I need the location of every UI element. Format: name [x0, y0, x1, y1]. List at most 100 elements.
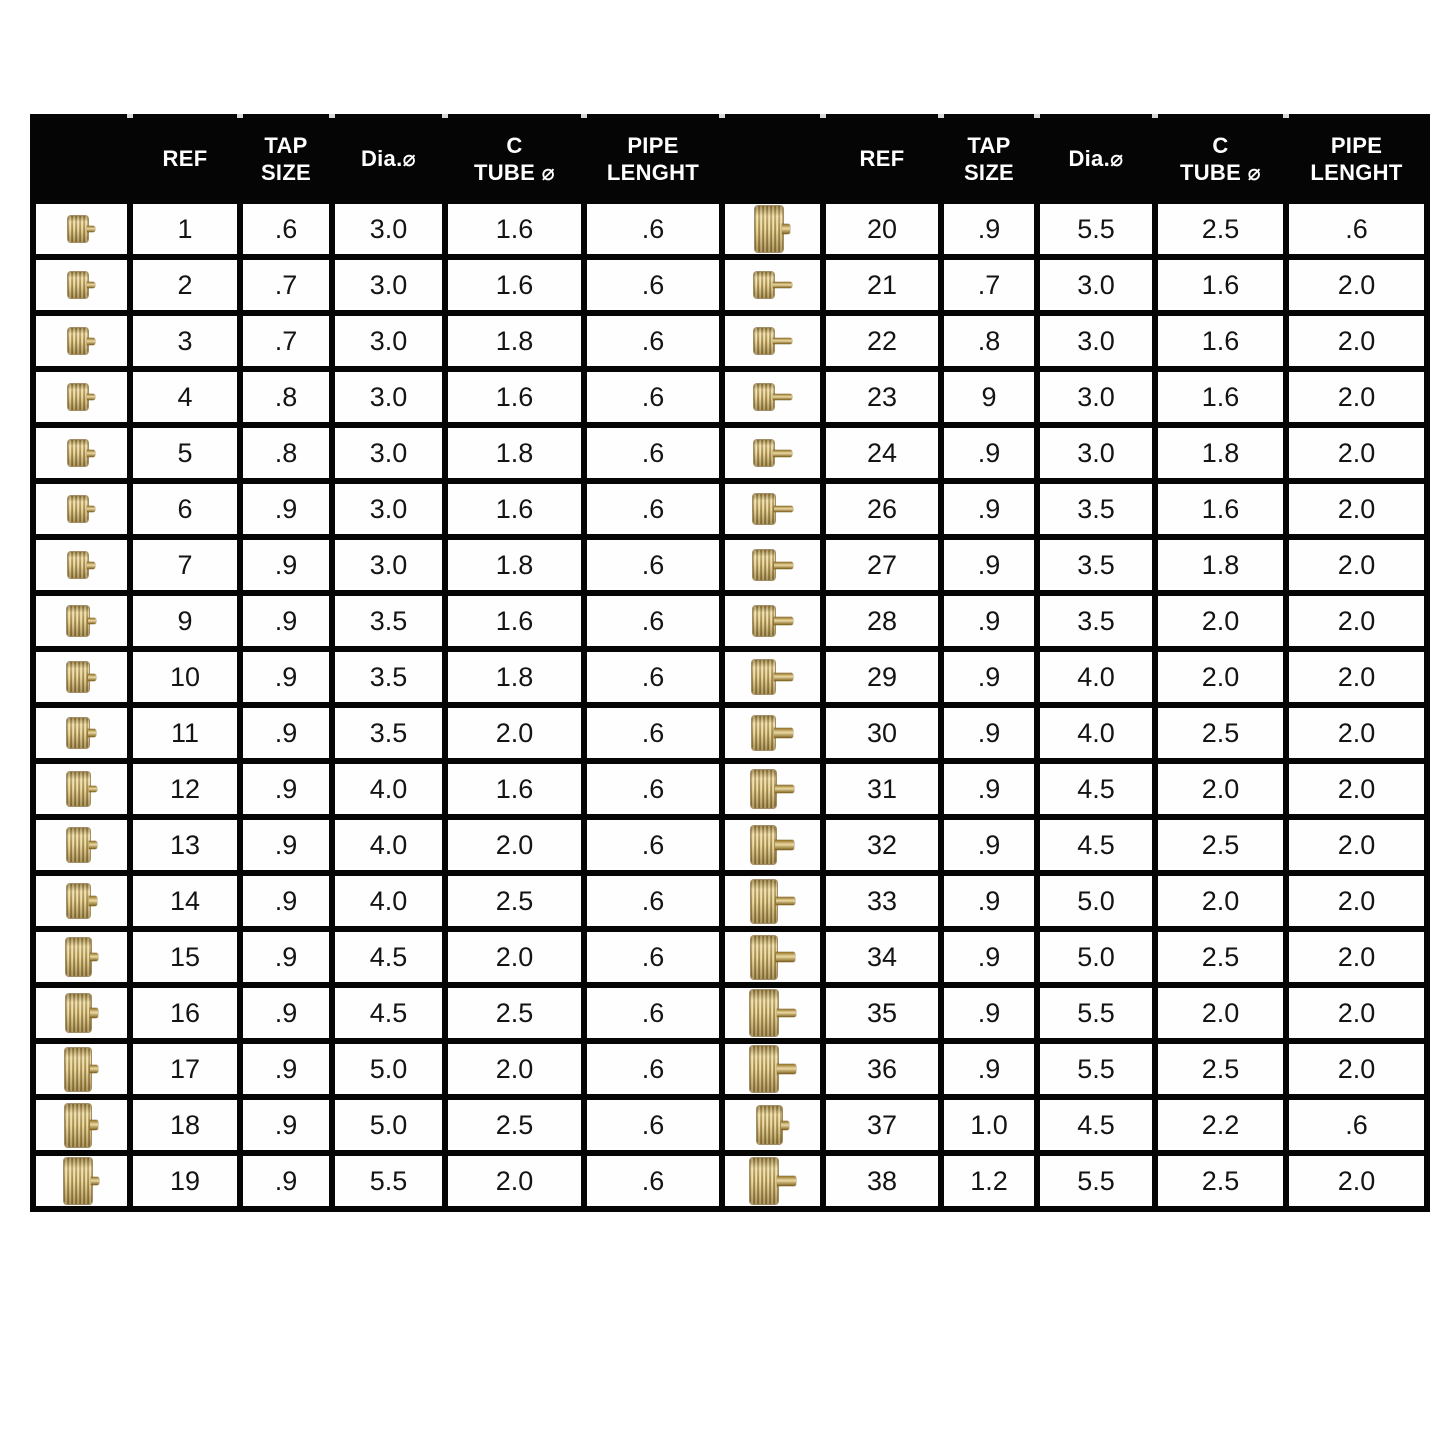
crown-body-shape	[65, 1047, 91, 1091]
watch-crown-icon	[65, 1103, 98, 1147]
cell-ref: 14	[133, 876, 237, 926]
cell-c-tube: 1.6	[448, 372, 581, 422]
divider-tick	[1152, 114, 1158, 118]
crown-body-shape	[65, 1103, 91, 1147]
cell-crown-icon	[36, 820, 127, 870]
watch-crown-icon	[66, 884, 97, 918]
cell-c-tube: 1.6	[1158, 484, 1283, 534]
cell-tap-size: .9	[243, 1156, 329, 1206]
crown-stem-shape	[772, 338, 792, 344]
divider-tick	[237, 114, 243, 118]
crown-body-shape	[749, 990, 778, 1036]
cell-ref: 3	[133, 316, 237, 366]
header-ref: REF	[826, 120, 938, 198]
cell-crown-icon	[725, 820, 820, 870]
cell-c-tube: 2.5	[1158, 1156, 1283, 1206]
cell-tap-size: .9	[944, 204, 1034, 254]
watch-crown-icon	[755, 206, 790, 252]
crown-body-shape	[68, 496, 88, 522]
header-dia: Dia.⌀	[335, 120, 442, 198]
cell-ref: 13	[133, 820, 237, 870]
watch-crown-icon	[66, 828, 97, 862]
cell-pipe-length: 2.0	[1289, 988, 1424, 1038]
cell-pipe-length: 2.0	[1289, 484, 1424, 534]
divider-tick	[127, 114, 133, 118]
cell-tap-size: .9	[243, 540, 329, 590]
cell-tap-size: .7	[243, 260, 329, 310]
watch-crown-icon	[749, 990, 796, 1036]
crown-stem-shape	[87, 561, 95, 569]
watch-crown-icon	[749, 1158, 796, 1204]
cell-pipe-length: .6	[587, 260, 719, 310]
cell-crown-icon	[36, 876, 127, 926]
crown-stem-shape	[775, 840, 794, 850]
header-dia: Dia.⌀	[1040, 120, 1152, 198]
crown-body-shape	[753, 328, 774, 354]
cell-c-tube: 2.0	[1158, 764, 1283, 814]
crown-body-shape	[749, 1046, 778, 1092]
cell-c-tube: 2.2	[1158, 1100, 1283, 1150]
cell-ref: 23	[826, 372, 938, 422]
cell-c-tube: 1.6	[448, 596, 581, 646]
cell-tap-size: .9	[243, 708, 329, 758]
watch-crown-icon	[752, 494, 793, 524]
watch-crown-icon	[753, 272, 792, 298]
cell-ref: 9	[133, 596, 237, 646]
cell-tap-size: .9	[243, 1044, 329, 1094]
crown-stem-shape	[776, 1176, 796, 1186]
cell-dia: 5.0	[1040, 876, 1152, 926]
watch-crown-icon	[65, 938, 98, 976]
cell-crown-icon	[725, 1100, 820, 1150]
cell-dia: 5.0	[1040, 932, 1152, 982]
crown-body-shape	[66, 884, 90, 918]
crown-body-shape	[752, 606, 775, 636]
cell-dia: 3.0	[335, 428, 442, 478]
cell-tap-size: .9	[944, 764, 1034, 814]
crown-body-shape	[66, 828, 90, 862]
cell-crown-icon	[725, 988, 820, 1038]
cell-c-tube: 1.6	[448, 260, 581, 310]
cell-c-tube: 2.0	[448, 708, 581, 758]
crown-body-shape	[753, 440, 774, 466]
watch-crown-icon	[752, 660, 793, 694]
cell-crown-icon	[36, 652, 127, 702]
cell-pipe-length: 2.0	[1289, 876, 1424, 926]
cell-c-tube: 2.5	[448, 988, 581, 1038]
cell-crown-icon	[725, 708, 820, 758]
crown-body-shape	[752, 550, 775, 580]
crown-stem-shape	[87, 506, 95, 512]
cell-dia: 3.0	[335, 540, 442, 590]
cell-pipe-length: 2.0	[1289, 932, 1424, 982]
crown-body-shape	[68, 272, 88, 298]
cell-pipe-length: .6	[587, 484, 719, 534]
cell-dia: 3.5	[335, 652, 442, 702]
cell-dia: 4.5	[1040, 764, 1152, 814]
cell-ref: 24	[826, 428, 938, 478]
cell-tap-size: .9	[944, 820, 1034, 870]
crown-stem-shape	[782, 224, 790, 234]
cell-tap-size: .9	[243, 596, 329, 646]
cell-dia: 3.0	[335, 204, 442, 254]
cell-pipe-length: .6	[587, 596, 719, 646]
cell-c-tube: 1.6	[1158, 260, 1283, 310]
divider-tick	[329, 114, 335, 118]
crown-stem-shape	[776, 1064, 796, 1074]
cell-c-tube: 1.6	[1158, 372, 1283, 422]
cell-dia: 3.5	[1040, 540, 1152, 590]
cell-tap-size: .9	[944, 708, 1034, 758]
watch-crown-icon	[753, 328, 792, 354]
header-c-tube: C TUBE ⌀	[448, 120, 581, 198]
cell-tap-size: .6	[243, 204, 329, 254]
cell-pipe-length: 2.0	[1289, 764, 1424, 814]
crown-body-shape	[749, 1158, 778, 1204]
cell-dia: 3.0	[1040, 316, 1152, 366]
watch-crown-icon	[751, 770, 794, 808]
watch-crown-icon	[752, 550, 793, 580]
cell-dia: 4.0	[335, 764, 442, 814]
cell-crown-icon	[725, 1044, 820, 1094]
cell-pipe-length: .6	[587, 1156, 719, 1206]
cell-tap-size: .8	[944, 316, 1034, 366]
crown-body-shape	[68, 216, 88, 242]
cell-c-tube: 2.5	[1158, 1044, 1283, 1094]
